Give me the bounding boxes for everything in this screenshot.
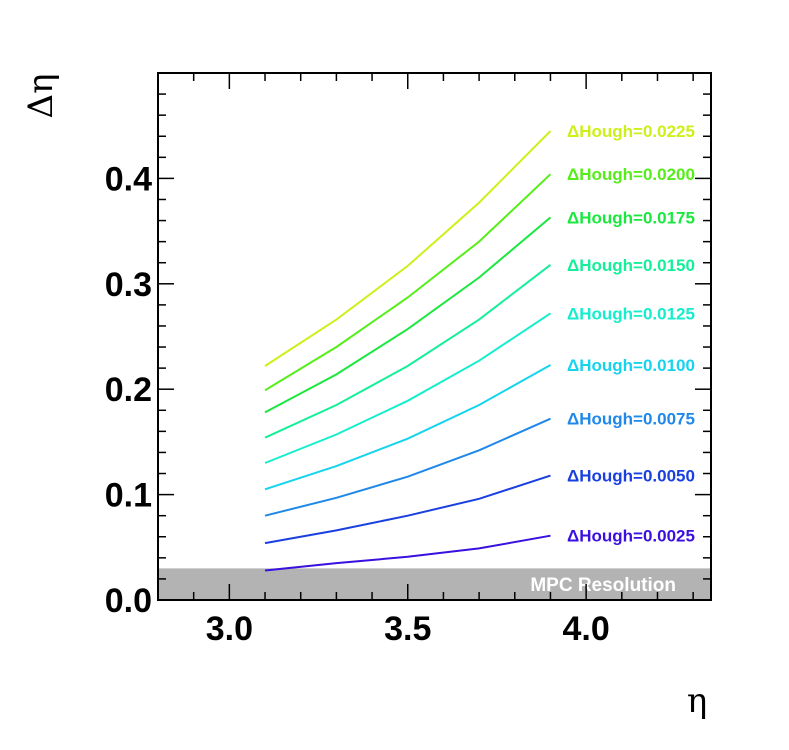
x-tick-label: 3.5 xyxy=(384,610,431,648)
y-tick-label: 0.2 xyxy=(105,371,152,409)
plot-frame xyxy=(157,72,712,601)
x-tick-label: 3.0 xyxy=(206,610,253,648)
series-label-6: ΔHough=0.0150 xyxy=(567,256,695,275)
series-label-2: ΔHough=0.0050 xyxy=(567,467,695,486)
series-line-2 xyxy=(264,474,551,545)
series-label-1: ΔHough=0.0025 xyxy=(567,527,695,546)
series-label-5: ΔHough=0.0125 xyxy=(567,304,695,323)
series-label-9: ΔHough=0.0225 xyxy=(567,122,695,141)
tick-layer: 3.0 3.5 4.0 0.0 0.1 0.2 0.3 0.4 xyxy=(105,72,711,648)
series-layer: ΔHough=0.0025 ΔHough=0.0050 ΔHough=0.0075 Δ… xyxy=(264,122,695,572)
series-line-1 xyxy=(264,534,551,572)
series-label-3: ΔHough=0.0075 xyxy=(567,410,695,429)
y-tick-label: 0.1 xyxy=(105,477,152,515)
y-tick-label: 0.3 xyxy=(105,266,152,304)
y-tick-label: 0.0 xyxy=(105,582,152,620)
series-line-7 xyxy=(264,216,552,414)
series-line-4 xyxy=(264,364,551,491)
series-line-8 xyxy=(264,173,552,392)
resolution-band-layer: MPC Resolution xyxy=(158,568,711,600)
y-tick-label: 0.4 xyxy=(105,160,152,198)
mpc-resolution-band xyxy=(158,568,711,600)
series-line-3 xyxy=(264,417,551,517)
series-label-7: ΔHough=0.0175 xyxy=(567,208,695,227)
series-label-4: ΔHough=0.0100 xyxy=(567,356,695,375)
x-tick-label: 4.0 xyxy=(562,610,609,648)
x-axis-title: η xyxy=(687,681,707,721)
mpc-resolution-label: MPC Resolution xyxy=(530,575,676,596)
y-axis-title: Δη xyxy=(21,74,61,119)
series-line-6 xyxy=(264,264,552,439)
series-line-9 xyxy=(264,130,552,367)
series-label-8: ΔHough=0.0200 xyxy=(567,165,695,184)
series-line-5 xyxy=(264,312,552,464)
